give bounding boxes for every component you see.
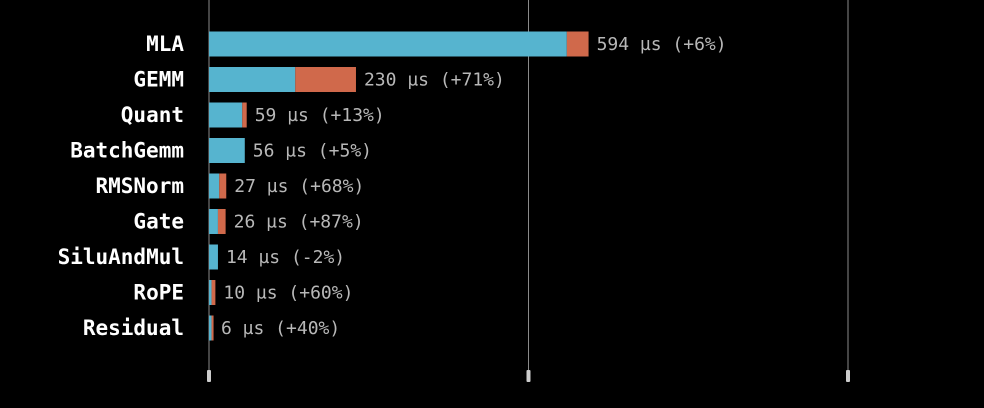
bar-segment-base (209, 31, 567, 57)
bar-segment-base (209, 315, 212, 341)
category-label: Quant (121, 103, 184, 127)
axis-tick (846, 370, 850, 382)
data-label: 230 µs (+71%) (364, 70, 505, 91)
bar-segment-increase (295, 67, 356, 92)
bar-segment-base (209, 280, 212, 305)
data-label: 59 µs (+13%) (255, 105, 385, 126)
data-label: 56 µs (+5%) (253, 141, 372, 162)
bar-segment-base (209, 67, 296, 92)
bar-segment-increase (242, 102, 247, 128)
bar-segment-base (209, 173, 220, 199)
category-label: RMSNorm (95, 174, 184, 198)
bar-segment-increase (211, 280, 216, 305)
data-label: 14 µs (-2%) (226, 247, 345, 268)
data-labels: 594 µs (+6%) 230 µs (+71%) 59 µs (+13%) 56 … (221, 34, 727, 339)
category-label: MLA (146, 32, 184, 56)
category-label: Gate (133, 210, 184, 234)
bar-segment-base (209, 209, 218, 234)
category-label: Residual (83, 316, 184, 340)
bar-segment-increase (219, 173, 227, 199)
bar-segment-base (209, 102, 243, 128)
bar-segment-increase (211, 315, 214, 341)
category-label: BatchGemm (70, 139, 184, 163)
data-label: 10 µs (+60%) (223, 283, 353, 304)
data-label: 26 µs (+87%) (234, 212, 364, 233)
data-label: 6 µs (+40%) (221, 318, 340, 339)
axis-tick (207, 370, 211, 382)
category-label: GEMM (133, 68, 184, 92)
bar-segment-increase (217, 209, 226, 234)
category-label: RoPE (133, 281, 184, 305)
data-label: 27 µs (+68%) (234, 176, 364, 197)
category-label: SiluAndMul (58, 245, 184, 269)
bar-segment-base (209, 138, 245, 163)
bar-segment-base (209, 244, 218, 270)
bars (209, 31, 589, 341)
data-label: 594 µs (+6%) (597, 34, 727, 55)
bar-segment-increase (566, 31, 589, 57)
category-labels: MLA GEMM Quant BatchGemm RMSNorm Gate SiluAndM… (58, 32, 185, 340)
axis-tick (526, 370, 531, 382)
